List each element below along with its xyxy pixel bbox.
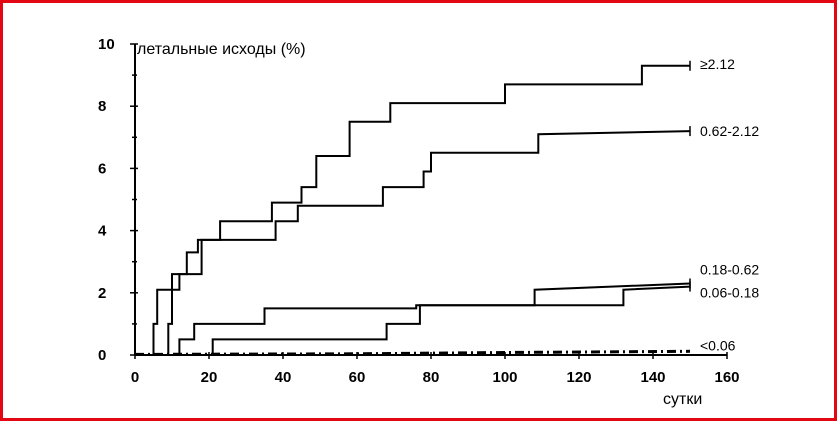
- x-tick-label: 0: [131, 369, 139, 386]
- series-group: [134, 60, 691, 356]
- series-line: [135, 285, 691, 356]
- y-tick-label: 4: [98, 223, 107, 240]
- series-label: 0.62-2.12: [700, 123, 759, 139]
- series-line: [135, 64, 690, 356]
- x-tick-label: 60: [349, 369, 366, 386]
- y-tick-label: 2: [98, 285, 106, 302]
- series-label: ≥2.12: [700, 56, 735, 72]
- x-tick-label: 80: [423, 369, 440, 386]
- y-axis-title: летальные исходы (%): [137, 41, 306, 58]
- y-tick-label: 10: [98, 36, 115, 53]
- x-tick-label: 40: [275, 369, 292, 386]
- series-label: 0.18-0.62: [700, 261, 759, 277]
- series-label: <0.06: [700, 337, 736, 353]
- x-axis-title: сутки: [663, 391, 702, 408]
- y-tick-label: 6: [98, 160, 106, 177]
- x-tick-label: 20: [201, 369, 218, 386]
- axes: [134, 44, 727, 356]
- x-tick-label: 120: [566, 369, 591, 386]
- x-tick-label: 140: [640, 369, 665, 386]
- series-line: [135, 130, 691, 356]
- y-tick-label: 8: [98, 98, 106, 115]
- x-tick-label: 100: [492, 369, 517, 386]
- series-labels: ≥2.12 0.62-2.12 0.18-0.62 0.06-0.18 <0.06: [700, 56, 759, 353]
- series-line: [134, 349, 691, 356]
- series-label: 0.06-0.18: [700, 285, 759, 301]
- y-tick-label: 0: [98, 347, 106, 364]
- series-line: [135, 282, 691, 356]
- x-tick-label: 160: [714, 369, 739, 386]
